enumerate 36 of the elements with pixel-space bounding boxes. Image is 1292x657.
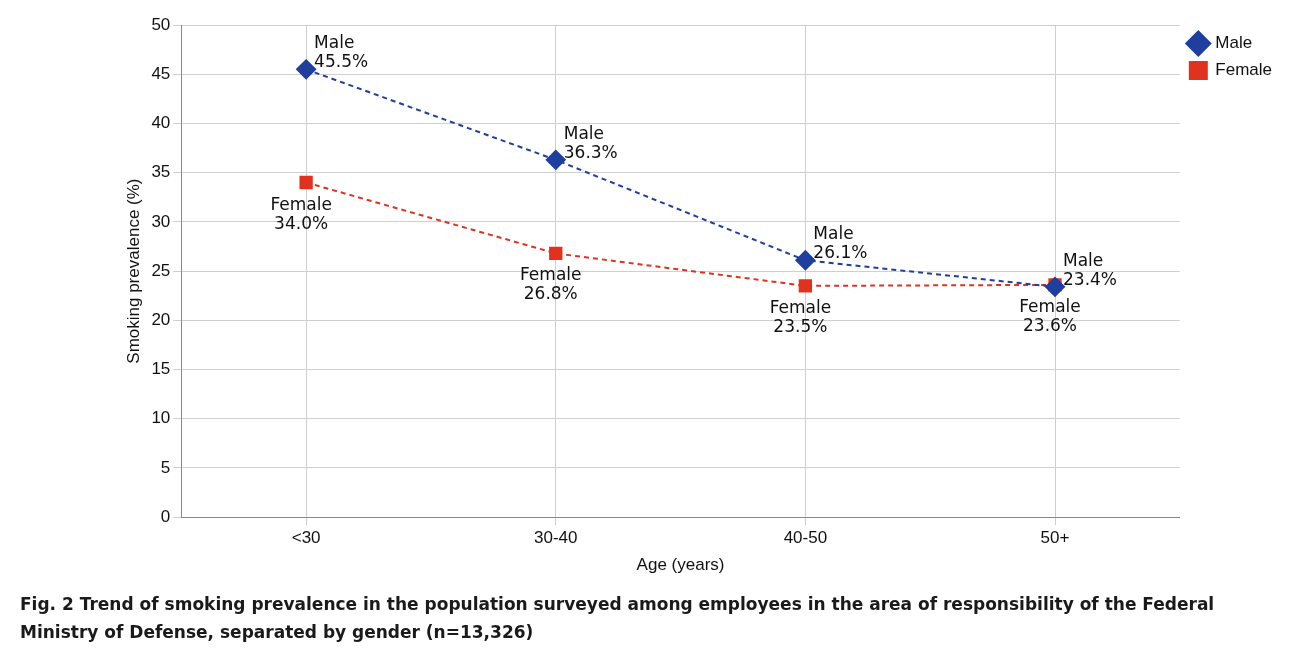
data-label: 23.4% [1063, 268, 1118, 289]
y-tick-label: 45 [151, 63, 171, 83]
x-tick-label: 40-50 [783, 528, 828, 548]
text: Female [1019, 295, 1081, 316]
y-tick-label: 15 [151, 359, 171, 379]
legend-label: Male [1215, 33, 1253, 53]
text: Female [270, 193, 332, 214]
text: Male [314, 32, 355, 53]
x-axis-title: Age (years) [636, 555, 725, 575]
data-label: 36.3% [563, 141, 618, 162]
y-tick-label: 35 [151, 162, 171, 182]
y-tick-label: 25 [151, 260, 171, 280]
text: Male [563, 122, 605, 143]
x-tick-label: <30 [291, 528, 321, 548]
data-label: 34.0% [274, 212, 329, 233]
data-label: 23.6% [1022, 314, 1078, 335]
y-axis-title: Smoking prevalence (%) [123, 178, 143, 364]
data-label: 23.5% [773, 315, 828, 336]
y-tick-label: 20 [151, 310, 171, 330]
text: Female [520, 264, 582, 285]
legend-label: Female [1215, 60, 1272, 80]
data-label: 26.1% [813, 242, 868, 263]
data-label: 26.8% [523, 283, 578, 304]
y-tick-label: 0 [160, 506, 171, 526]
text: Fig. 2 Trend of smoking prevalence in the population surveyed among employees in the area of responsibility of the Federal Ministry of Defense, separated by gender (n=13,326) [20, 593, 1216, 644]
text: Female [769, 296, 832, 317]
text: Male [1063, 249, 1104, 270]
y-tick-label: 5 [160, 457, 171, 477]
text: Male [813, 223, 854, 244]
y-tick-label: 10 [151, 408, 171, 428]
x-tick-label: 30-40 [534, 528, 578, 548]
y-tick-label: 50 [151, 14, 171, 34]
y-tick-label: 30 [151, 211, 171, 231]
y-tick-label: 40 [151, 113, 171, 133]
x-tick-label: 50+ [1040, 528, 1070, 548]
data-label: 45.5% [314, 51, 369, 72]
